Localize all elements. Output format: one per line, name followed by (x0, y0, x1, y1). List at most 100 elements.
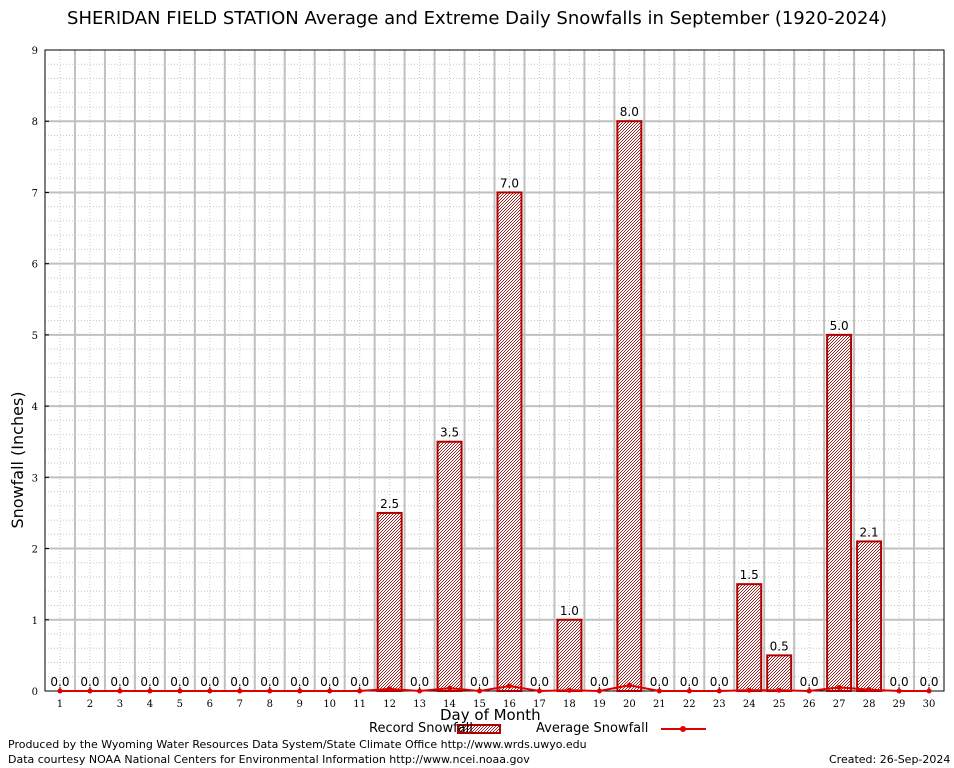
record-bar (766, 654, 793, 693)
data-label: 0.0 (590, 675, 609, 689)
data-label: 2.5 (380, 497, 399, 511)
grid (45, 50, 944, 691)
x-tick-label: 17 (533, 699, 546, 710)
y-tick-label: 2 (32, 545, 38, 556)
x-tick-label: 6 (207, 699, 213, 710)
plot-frame (44, 49, 945, 692)
data-label: 0.0 (650, 675, 669, 689)
x-tick-label: 19 (593, 699, 606, 710)
x-tick-label: 29 (893, 699, 906, 710)
data-label: 0.0 (230, 675, 249, 689)
x-tick-label: 25 (773, 699, 786, 710)
average-point (506, 683, 512, 689)
data-label: 1.0 (560, 604, 579, 618)
average-point (87, 688, 93, 694)
average-point (806, 688, 812, 694)
legend-average-marker (680, 726, 686, 732)
data-label: 0.0 (290, 675, 309, 689)
x-tick-label: 30 (923, 699, 936, 710)
x-tick-label: 15 (473, 699, 486, 710)
average-point (207, 688, 213, 694)
y-tick-label: 3 (32, 473, 38, 484)
average-point (357, 688, 363, 694)
x-tick-label: 18 (563, 699, 576, 710)
data-label: 0.0 (350, 675, 369, 689)
average-point (237, 688, 243, 694)
data-labels: 0.0 0.0 0.0 0.0 0.0 0.0 0.0 0.0 0.0 0.0 0.0 2.5 0.0 3… (50, 105, 938, 689)
data-label: 0.0 (530, 675, 549, 689)
data-label: 0.0 (320, 675, 339, 689)
legend-record-label: Record Snowfall (369, 721, 473, 736)
average-point (267, 688, 273, 694)
record-bar (556, 618, 583, 692)
y-axis-label: Snowfall (Inches) (8, 391, 27, 529)
record-bar (616, 120, 643, 692)
legend-swatches (457, 724, 706, 734)
y-tick-label: 0 (32, 687, 38, 698)
legend-record-swatch (457, 724, 501, 734)
average-point (327, 688, 333, 694)
data-label: 2.1 (860, 525, 879, 539)
average-point (117, 688, 123, 694)
average-point (417, 688, 423, 694)
average-point (57, 688, 63, 694)
x-tick-label: 23 (713, 699, 726, 710)
average-point (716, 688, 722, 694)
x-tick-label: 9 (297, 699, 303, 710)
data-label: 0.0 (890, 675, 909, 689)
footer-courtesy: Data courtesy NOAA National Centers for … (8, 753, 530, 766)
average-point (776, 687, 782, 693)
data-label: 0.0 (170, 675, 189, 689)
data-label: 0.0 (110, 675, 129, 689)
average-point (147, 688, 153, 694)
legend-average-label: Average Snowfall (536, 721, 649, 736)
record-bar (436, 440, 463, 692)
data-label: 0.0 (470, 675, 489, 689)
x-tick-label: 24 (743, 699, 756, 710)
x-tick-label: 8 (267, 699, 273, 710)
data-label: 0.0 (50, 675, 69, 689)
data-label: 0.0 (680, 675, 699, 689)
average-point (447, 685, 453, 691)
x-tick-label: 16 (503, 699, 516, 710)
data-label: 0.0 (260, 675, 279, 689)
footer-created: Created: 26-Sep-2024 (829, 753, 951, 766)
data-label: 7.0 (500, 176, 519, 190)
record-bar (496, 191, 523, 692)
y-tick-label: 9 (32, 46, 38, 57)
average-point (596, 688, 602, 694)
average-point (686, 688, 692, 694)
average-point (566, 687, 572, 693)
average-point (896, 688, 902, 694)
x-tick-label: 5 (177, 699, 183, 710)
y-tick-label: 1 (32, 616, 38, 627)
y-tick-label: 7 (32, 188, 38, 199)
y-tick-label: 4 (32, 402, 38, 413)
x-tick-label: 11 (353, 699, 366, 710)
x-tick-label: 27 (833, 699, 846, 710)
average-point (177, 688, 183, 694)
x-tick-label: 3 (117, 699, 123, 710)
data-label: 0.0 (410, 675, 429, 689)
chart-title: SHERIDAN FIELD STATION Average and Extre… (67, 8, 887, 29)
record-bars (376, 120, 883, 693)
average-point (297, 688, 303, 694)
x-tick-label: 26 (803, 699, 816, 710)
data-label: 0.0 (710, 675, 729, 689)
x-tick-label: 12 (383, 699, 396, 710)
average-point (656, 688, 662, 694)
average-point (626, 682, 632, 688)
x-tick-label: 1 (57, 699, 63, 710)
data-label: 3.5 (440, 426, 459, 440)
record-bar (376, 511, 403, 693)
average-point (926, 688, 932, 694)
x-tick-label: 2 (87, 699, 93, 710)
data-label: 0.0 (80, 675, 99, 689)
y-tick-label: 5 (32, 331, 38, 342)
y-tick-label: 6 (32, 260, 38, 271)
record-bar (736, 583, 763, 693)
record-bar (826, 333, 853, 692)
data-label: 0.0 (800, 675, 819, 689)
